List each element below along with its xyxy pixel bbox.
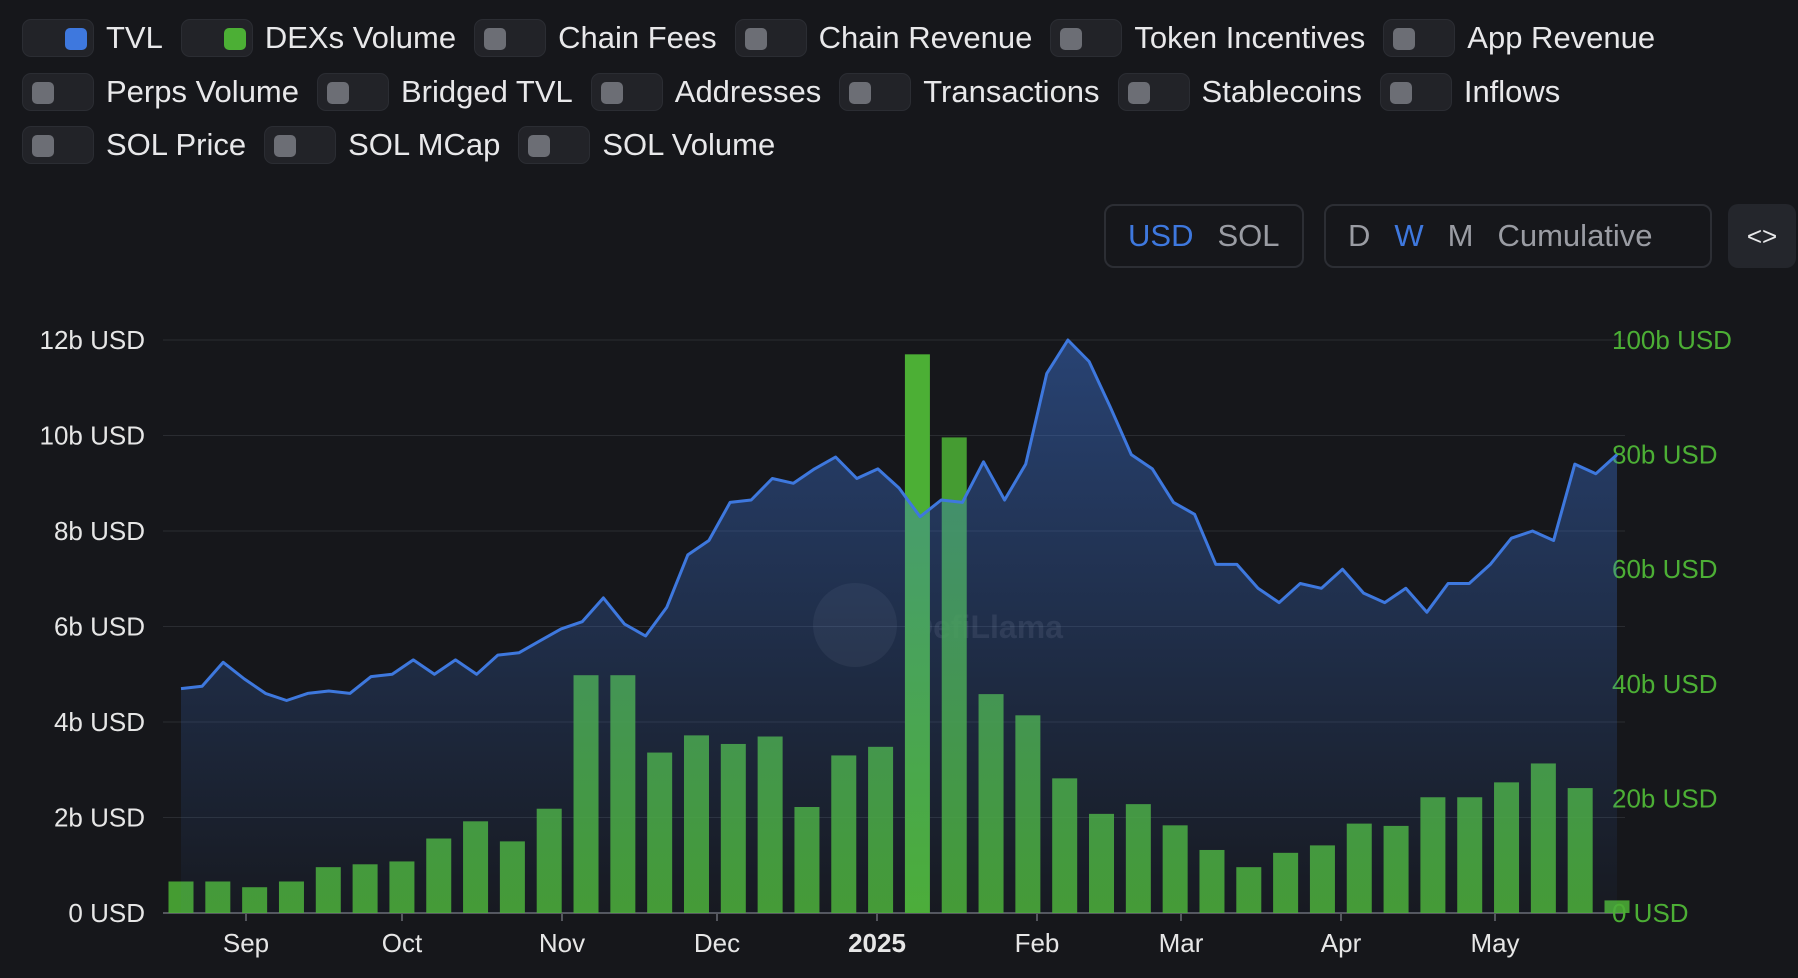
toggle-token-incentives[interactable]: Token Incentives bbox=[1050, 19, 1365, 57]
toggle-row-1: TVL DEXs Volume Chain Fees Chain Revenue Tok… bbox=[22, 18, 1673, 58]
toggle-switch[interactable] bbox=[518, 126, 591, 164]
currency-switch: USD SOL bbox=[1104, 204, 1304, 268]
period-cumulative[interactable]: Cumulative bbox=[1497, 218, 1653, 253]
toggle-switch[interactable] bbox=[474, 19, 547, 57]
toggle-switch[interactable] bbox=[734, 19, 807, 57]
x-tick-label: Sep bbox=[223, 928, 269, 958]
period-d[interactable]: D bbox=[1348, 218, 1371, 253]
period-m[interactable]: M bbox=[1447, 218, 1474, 253]
toggle-switch[interactable] bbox=[317, 73, 389, 111]
toggle-knob bbox=[65, 28, 87, 50]
y-left-tick-label: 4b USD bbox=[54, 707, 145, 737]
toggle-label: Stablecoins bbox=[1201, 74, 1362, 109]
currency-usd[interactable]: USD bbox=[1128, 218, 1194, 253]
toggle-switch[interactable] bbox=[839, 73, 912, 111]
toggle-perps-volume[interactable]: Perps Volume bbox=[22, 73, 299, 111]
toggle-knob bbox=[1060, 28, 1083, 50]
embed-button[interactable]: <> bbox=[1728, 204, 1796, 268]
toggle-switch[interactable] bbox=[1383, 19, 1456, 57]
toggle-switch[interactable] bbox=[180, 19, 253, 57]
toggle-knob bbox=[484, 28, 507, 50]
toggle-switch[interactable] bbox=[22, 73, 94, 111]
toggle-knob bbox=[32, 135, 54, 157]
toggle-switch[interactable] bbox=[264, 126, 337, 164]
x-tick-label: Feb bbox=[1015, 928, 1060, 958]
x-tick-label: Dec bbox=[694, 928, 740, 958]
tvl-line bbox=[180, 338, 1619, 702]
toggle-stablecoins[interactable]: Stablecoins bbox=[1117, 73, 1362, 111]
toggle-label: Addresses bbox=[674, 74, 822, 109]
toggle-knob bbox=[1127, 82, 1150, 104]
toggle-row-3: SOL Price SOL MCap SOL Volume bbox=[22, 125, 793, 165]
y-right-tick-label: 100b USD bbox=[1612, 325, 1732, 355]
y-right-tick-label: 80b USD bbox=[1612, 440, 1718, 470]
x-tick-label: Mar bbox=[1159, 928, 1204, 958]
y-left-tick-label: 0 USD bbox=[68, 898, 145, 928]
toggle-label: Perps Volume bbox=[106, 74, 299, 109]
x-tick-label: Apr bbox=[1321, 928, 1362, 958]
toggle-chain-fees[interactable]: Chain Fees bbox=[474, 19, 717, 57]
y-left-tick-label: 10b USD bbox=[40, 421, 146, 451]
x-tick-label: Oct bbox=[382, 928, 423, 958]
toggle-label: SOL Price bbox=[106, 127, 247, 162]
toggle-label: SOL MCap bbox=[348, 127, 501, 162]
toggle-label: TVL bbox=[106, 20, 163, 55]
toggle-knob bbox=[327, 82, 349, 104]
y-left-tick-label: 12b USD bbox=[40, 325, 146, 355]
tvl-area bbox=[181, 340, 1617, 913]
toggle-label: Chain Fees bbox=[558, 20, 717, 55]
toggle-label: Bridged TVL bbox=[401, 74, 573, 109]
toggle-transactions[interactable]: Transactions bbox=[839, 73, 1100, 111]
y-right-tick-label: 60b USD bbox=[1612, 554, 1718, 584]
toggle-label: DEXs Volume bbox=[264, 20, 457, 55]
toggle-knob bbox=[1393, 28, 1416, 50]
toggle-knob bbox=[744, 28, 767, 50]
toggle-dexs-volume[interactable]: DEXs Volume bbox=[180, 19, 457, 57]
toggle-bridged-tvl[interactable]: Bridged TVL bbox=[317, 73, 573, 111]
toggle-label: Transactions bbox=[923, 74, 1100, 109]
toggle-tvl[interactable]: TVL bbox=[22, 19, 163, 57]
toggle-label: Token Incentives bbox=[1134, 20, 1366, 55]
toggle-label: Inflows bbox=[1463, 74, 1561, 109]
code-icon: <> bbox=[1746, 220, 1778, 251]
y-left-tick-label: 2b USD bbox=[54, 803, 145, 833]
period-w[interactable]: W bbox=[1394, 218, 1424, 253]
toggle-label: App Revenue bbox=[1467, 20, 1656, 55]
toggle-addresses[interactable]: Addresses bbox=[590, 73, 822, 111]
toggle-knob bbox=[32, 82, 54, 104]
toggle-label: Chain Revenue bbox=[818, 20, 1033, 55]
toggle-switch[interactable] bbox=[1117, 73, 1190, 111]
toggle-knob bbox=[274, 135, 297, 157]
toggle-switch[interactable] bbox=[1379, 73, 1452, 111]
x-tick-label: May bbox=[1470, 928, 1519, 958]
toggle-switch[interactable] bbox=[22, 126, 94, 164]
toggle-knob bbox=[600, 82, 623, 104]
toggle-switch[interactable] bbox=[1050, 19, 1123, 57]
y-left-tick-label: 8b USD bbox=[54, 516, 145, 546]
toggle-knob bbox=[1389, 82, 1412, 104]
x-tick-label: 2025 bbox=[848, 928, 906, 958]
period-switch: D W M Cumulative bbox=[1324, 204, 1712, 268]
x-tick-label: Nov bbox=[539, 928, 585, 958]
toggle-row-2: Perps Volume Bridged TVL Addresses Transact… bbox=[22, 72, 1578, 112]
toggle-chain-revenue[interactable]: Chain Revenue bbox=[734, 19, 1033, 57]
toggle-knob bbox=[223, 28, 246, 50]
y-left-tick-label: 6b USD bbox=[54, 612, 145, 642]
y-right-tick-label: 40b USD bbox=[1612, 669, 1718, 699]
toggle-sol-volume[interactable]: SOL Volume bbox=[518, 126, 775, 164]
toggle-knob bbox=[849, 82, 872, 104]
toggle-sol-mcap[interactable]: SOL MCap bbox=[264, 126, 500, 164]
toggle-switch[interactable] bbox=[22, 19, 94, 57]
toggle-knob bbox=[528, 135, 551, 157]
toggle-switch[interactable] bbox=[590, 73, 663, 111]
toggle-app-revenue[interactable]: App Revenue bbox=[1383, 19, 1655, 57]
toggle-sol-price[interactable]: SOL Price bbox=[22, 126, 246, 164]
toggle-inflows[interactable]: Inflows bbox=[1379, 73, 1561, 111]
toggle-label: SOL Volume bbox=[602, 127, 776, 162]
currency-sol[interactable]: SOL bbox=[1217, 218, 1280, 253]
y-right-tick-label: 20b USD bbox=[1612, 783, 1718, 813]
